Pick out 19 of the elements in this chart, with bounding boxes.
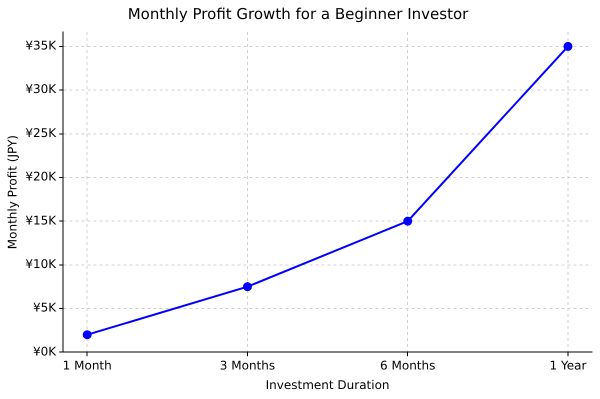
y-tick-label: ¥35K xyxy=(25,38,58,53)
x-tick-label: 1 Year xyxy=(550,358,586,373)
y-tick-label: ¥0K xyxy=(33,344,58,358)
point xyxy=(403,216,412,226)
y-tick-label: ¥20K xyxy=(25,170,58,184)
point xyxy=(242,282,252,292)
x-tick-label: 6 Months xyxy=(380,358,436,373)
x-axis-title: Investment Duration xyxy=(266,378,390,392)
x-tick-label: 1 Month xyxy=(62,358,112,373)
chart-title: Monthly Profit Growth for a Beginner Investor xyxy=(128,4,470,23)
y-tick-label: ¥15K xyxy=(25,213,58,228)
y-axis-title: Monthly Profit (JPY) xyxy=(5,135,20,250)
y-tick-label: ¥30K xyxy=(25,82,58,96)
point xyxy=(563,42,572,51)
point xyxy=(82,330,92,340)
y-tick-label: ¥5K xyxy=(33,300,58,315)
x-tick-label: 3 Months xyxy=(220,358,276,373)
y-tick-label: ¥10K xyxy=(25,256,58,271)
y-tick-label: ¥25K xyxy=(25,126,58,140)
